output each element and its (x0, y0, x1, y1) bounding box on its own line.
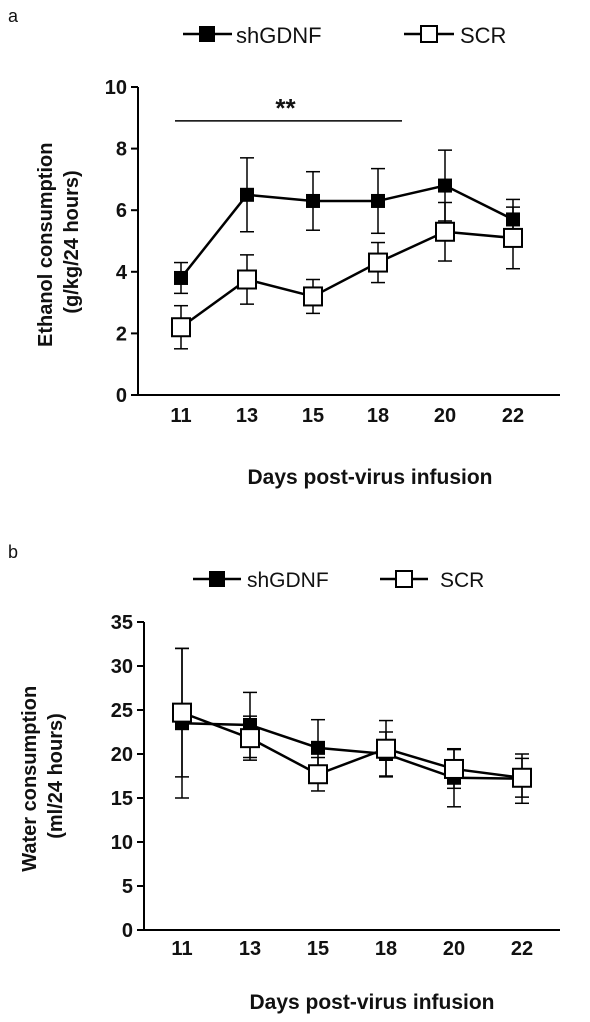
panel-a-x-tick-label: 15 (302, 405, 324, 427)
panel-a-x-tick-label: 22 (502, 405, 524, 427)
panel-b-x-tick-label: 15 (307, 938, 329, 960)
panel-b-scr-point (240, 728, 260, 749)
panel-b-y-axis-title-line-2: (ml/24 hours) (45, 713, 67, 839)
panel-a-x-axis-title: Days post-virus infusion (247, 466, 492, 489)
panel-a-shgdnf-point (371, 193, 385, 208)
panel-a-y-tick-label: 2 (116, 323, 127, 345)
panel-b-plot (172, 647, 532, 808)
panel-b-y-tick-label: 35 (111, 612, 133, 634)
panel-a-y-axis-title: Ethanol consumption (g/kg/24 hours) (35, 137, 83, 347)
panel-b-x-tick-label: 13 (239, 938, 261, 960)
panel-a-shgdnf-point (506, 212, 520, 227)
panel-b-y-axis-title: Water consumption (ml/24 hours) (19, 680, 67, 872)
panel-b-legend: shGDNF SCR (193, 569, 484, 592)
panel-b-legend-shgdnf-label: shGDNF (247, 569, 329, 592)
panel-b-legend-shgdnf-marker (209, 571, 225, 587)
panel-a-legend-shgdnf-label: shGDNF (236, 23, 322, 48)
panel-b-x-tick-label: 18 (375, 938, 397, 960)
panel-b-x-ticks: 11 13 15 18 20 22 (171, 938, 533, 960)
panel-a-legend: shGDNF SCR (183, 23, 506, 48)
panel-b-legend-scr-label: SCR (440, 569, 484, 592)
panel-a-y-tick-label: 6 (116, 200, 127, 222)
panel-b-scr-point (308, 764, 328, 785)
panel-a-scr-point (303, 286, 323, 307)
panel-a-legend-scr-label: SCR (460, 23, 506, 48)
panel-a-shgdnf-point (438, 178, 452, 193)
panel-b-scr-point (512, 767, 532, 788)
panel-a-x-tick-label: 18 (367, 405, 389, 427)
panel-b-y-tick-label: 5 (122, 876, 133, 898)
panel-b-y-tick-label: 15 (111, 788, 133, 810)
panel-a-shgdnf-series-line (180, 184, 514, 279)
panel-a-scr-series-line (180, 230, 514, 329)
panel-b-y-tick-label: 0 (122, 920, 133, 942)
panel-a-legend-scr-marker (420, 25, 438, 43)
panel-a-significance-text: ** (275, 93, 296, 123)
panel-b: b shGDNF SCR 0 5 10 15 20 25 30 35 11 13 15 18 20 22… (8, 542, 560, 1014)
panel-a-scr-point (171, 317, 191, 338)
panel-a-scr-point (237, 269, 257, 290)
panel-a-y-tick-label: 4 (116, 262, 128, 284)
panel-b-scr-point (444, 758, 464, 779)
panel-b-y-ticks: 0 5 10 15 20 25 30 35 (111, 612, 144, 942)
panel-a: a shGDNF SCR 0 2 4 6 8 10 11 13 15 18 20 22 ** Day… (8, 6, 560, 489)
panel-b-y-tick-label: 25 (111, 700, 133, 722)
panel-b-x-tick-label: 22 (511, 938, 533, 960)
panel-b-y-tick-label: 20 (111, 744, 133, 766)
panel-a-shgdnf-point (306, 193, 320, 208)
panel-a-x-ticks: 11 13 15 18 20 22 (170, 405, 524, 427)
panel-b-label: b (8, 542, 18, 562)
panel-b-x-tick-label: 20 (443, 938, 465, 960)
panel-a-y-tick-label: 8 (116, 139, 127, 161)
panel-a-y-axis-title-line-1: Ethanol consumption (35, 143, 57, 347)
panel-b-shgdnf-point (311, 740, 325, 755)
panel-b-shgdnf-series-line (181, 721, 523, 780)
panel-b-x-tick-label: 11 (171, 938, 192, 960)
panel-a-legend-shgdnf-marker (199, 26, 215, 42)
panel-a-x-tick-label: 11 (170, 405, 191, 427)
panel-b-y-tick-label: 10 (111, 832, 133, 854)
panel-a-plot (171, 149, 523, 350)
panel-a-shgdnf-point (240, 187, 254, 202)
panel-b-scr-point (172, 702, 192, 723)
panel-a-y-ticks: 0 2 4 6 8 10 (105, 77, 138, 407)
panel-b-x-axis-title: Days post-virus infusion (249, 991, 494, 1014)
panel-a-x-tick-label: 13 (236, 405, 258, 427)
panel-b-scr-point (376, 738, 396, 759)
panel-a-y-axis-title-line-2: (g/kg/24 hours) (61, 170, 83, 313)
panel-b-y-tick-label: 30 (111, 656, 133, 678)
panel-a-scr-point (503, 227, 523, 248)
panel-a-shgdnf-point (174, 270, 188, 285)
panel-b-y-axis-title-line-1: Water consumption (19, 686, 41, 872)
panel-a-label: a (8, 6, 19, 26)
panel-b-legend-scr-marker (395, 570, 413, 588)
panel-a-x-tick-label: 20 (434, 405, 456, 427)
panel-a-scr-point (368, 252, 388, 273)
panel-a-scr-point (435, 221, 455, 242)
panel-b-scr-series-line (181, 711, 523, 779)
panel-a-y-tick-label: 0 (116, 385, 127, 407)
panel-a-y-tick-label: 10 (105, 77, 127, 99)
